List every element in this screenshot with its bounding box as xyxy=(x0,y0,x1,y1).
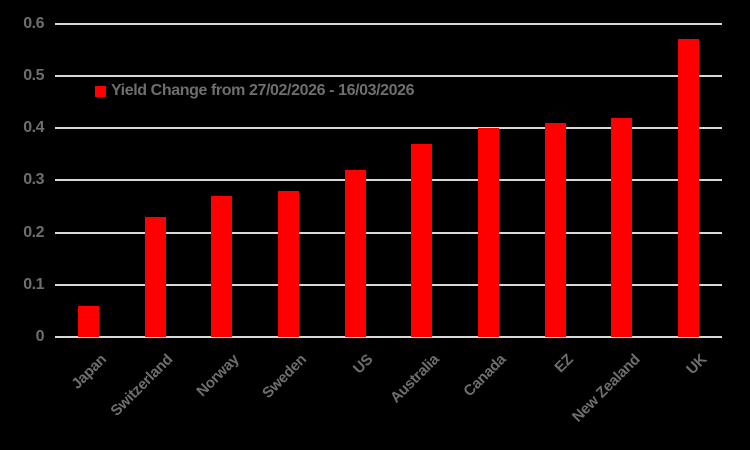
gridline-0.2 xyxy=(55,231,722,234)
bar-us xyxy=(344,169,366,337)
gridline-0.1 xyxy=(55,283,722,286)
x-tick-label: UK xyxy=(682,351,710,378)
x-tick-label: Japan xyxy=(67,351,110,393)
bar-uk xyxy=(678,39,700,337)
bar-switzerland xyxy=(144,216,166,337)
legend-series-marker-icon xyxy=(95,85,106,97)
bar-australia xyxy=(411,143,433,337)
x-tick-label: EZ xyxy=(551,351,577,377)
legend-series-label: Yield Change from 27/02/2026 - 16/03/202… xyxy=(111,82,415,99)
bar-sweden xyxy=(277,190,299,337)
y-tick-label: 0.3 xyxy=(23,171,44,189)
x-tick-label: Switzerland xyxy=(107,351,177,420)
y-tick-label: 0.6 xyxy=(23,14,44,32)
legend: Yield Change from 27/02/2026 - 16/03/202… xyxy=(95,82,415,100)
x-tick-label: Australia xyxy=(387,351,443,407)
x-tick-label: Canada xyxy=(460,351,510,401)
y-tick-label: 0.2 xyxy=(23,223,44,241)
gridline-0.5 xyxy=(55,74,722,77)
x-tick-label: Norway xyxy=(193,351,243,401)
x-tick-label: New Zealand xyxy=(568,351,643,426)
gridline-0.6 xyxy=(55,22,722,25)
bar-japan xyxy=(77,305,99,337)
gridline-0 xyxy=(55,336,722,338)
x-tick-label: US xyxy=(349,351,377,378)
x-tick-label: Sweden xyxy=(258,351,310,402)
bar-canada xyxy=(478,128,500,337)
y-tick-label: 0 xyxy=(35,328,45,345)
gridline-0.4 xyxy=(55,127,722,129)
bar-norway xyxy=(211,195,233,337)
gridline-0.3 xyxy=(55,179,722,182)
bar-ez xyxy=(544,122,566,337)
y-tick-label: 0.5 xyxy=(23,66,44,84)
y-tick-label: 0.4 xyxy=(23,119,44,136)
y-tick-label: 0.1 xyxy=(23,275,44,293)
bar-new-zealand xyxy=(611,117,633,337)
